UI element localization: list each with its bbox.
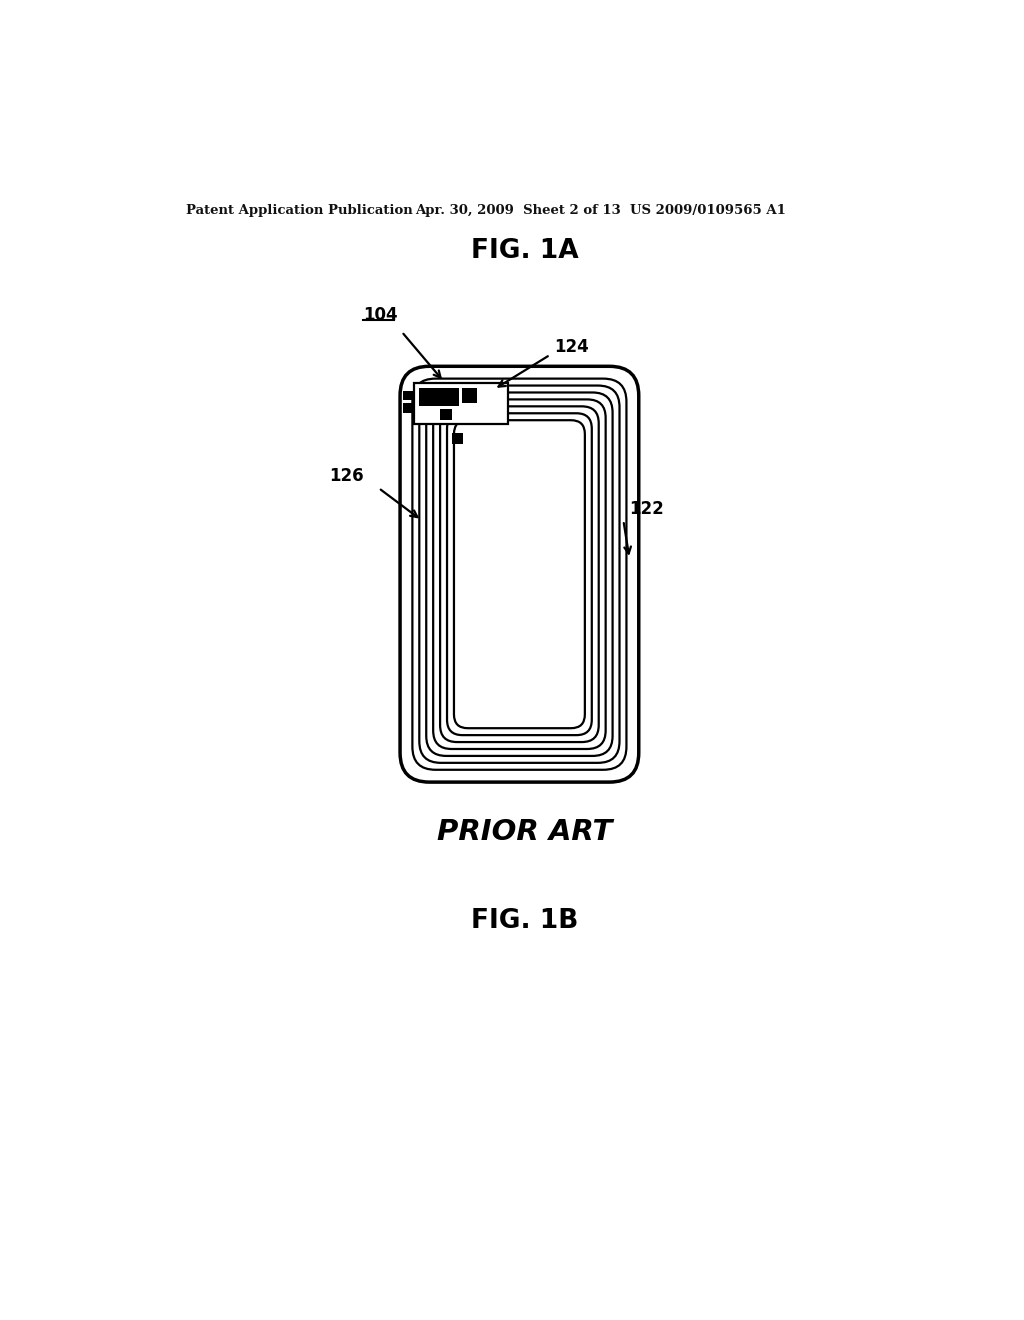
Bar [462,388,477,404]
Text: Patent Application Publication: Patent Application Publication [186,205,413,218]
Bar [453,433,463,444]
Text: FIG. 1B: FIG. 1B [471,908,579,933]
Text: PRIOR ART: PRIOR ART [437,818,612,846]
Text: 104: 104 [364,306,397,323]
Text: Apr. 30, 2009  Sheet 2 of 13: Apr. 30, 2009 Sheet 2 of 13 [416,205,622,218]
Text: US 2009/0109565 A1: US 2009/0109565 A1 [630,205,785,218]
Text: 122: 122 [630,500,665,517]
Bar [419,388,459,407]
Bar [403,404,413,412]
FancyBboxPatch shape [400,367,639,781]
Bar [403,391,413,400]
Text: 124: 124 [554,338,589,356]
Text: 126: 126 [330,467,364,484]
FancyBboxPatch shape [414,383,508,424]
Text: FIG. 1A: FIG. 1A [471,238,579,264]
Bar [440,409,453,420]
